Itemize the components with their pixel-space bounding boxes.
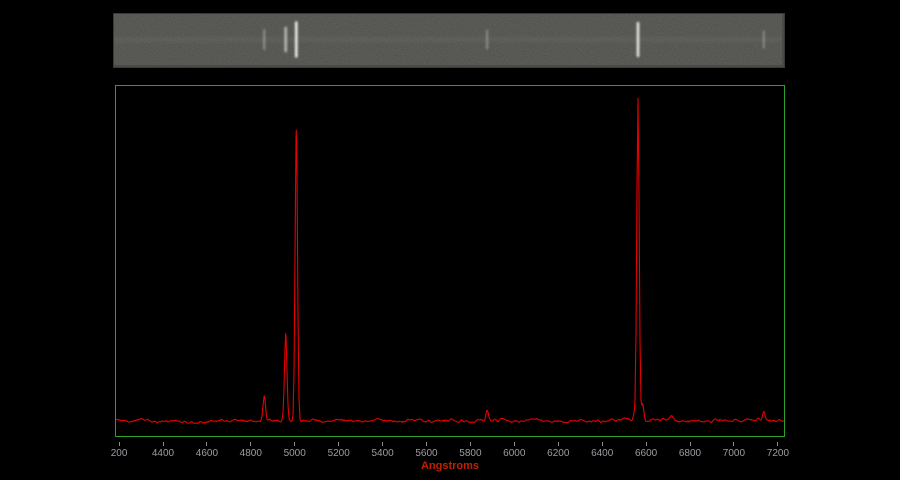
x-axis-tick: [338, 442, 340, 446]
x-axis-tick: [162, 442, 164, 446]
x-axis-tick: [118, 442, 120, 446]
x-axis-tick: [206, 442, 208, 446]
x-tick-label: 6000: [503, 448, 526, 459]
x-tick-label: 7000: [722, 448, 746, 459]
x-tick-label: 200: [110, 448, 128, 459]
x-axis-tick: [469, 442, 471, 446]
x-tick-label: 4400: [151, 448, 175, 459]
x-tick-label: 7200: [766, 448, 790, 459]
x-tick-label: 4800: [239, 448, 262, 459]
x-tick-label: 5400: [371, 448, 394, 459]
x-tick-label: 5600: [415, 448, 438, 459]
x-tick-label: 5000: [283, 448, 306, 459]
spectrum-2d-strip[interactable]: [113, 13, 785, 68]
x-axis-tick: [733, 442, 735, 446]
spectrum-plot[interactable]: [115, 85, 785, 437]
spectrum-2d-image: [114, 14, 782, 65]
x-axis-tick: [513, 442, 515, 446]
x-tick-label: 5800: [459, 448, 482, 459]
x-axis-tick: [645, 442, 647, 446]
x-axis-tick: [689, 442, 691, 446]
x-axis-tick: [426, 442, 427, 446]
x-tick-label: 6400: [591, 448, 614, 459]
x-axis-tick: [382, 442, 384, 446]
spectrum-plot-canvas: [116, 97, 784, 425]
x-axis-tick: [294, 442, 296, 446]
x-tick-label: 5200: [327, 448, 350, 459]
x-axis-tick: [777, 442, 779, 446]
spectrum-trace: [116, 97, 784, 425]
x-axis-tick: [557, 442, 559, 446]
x-tick-label: 4600: [195, 448, 219, 459]
x-axis-tick: [601, 442, 603, 446]
x-tick-label: 6200: [547, 448, 570, 459]
x-axis-tick: [250, 442, 252, 446]
x-axis-title: Angstroms: [420, 460, 480, 472]
strip-continuum-band: [114, 37, 782, 42]
x-tick-label: 6600: [634, 448, 658, 459]
x-tick-label: 6800: [678, 448, 702, 459]
